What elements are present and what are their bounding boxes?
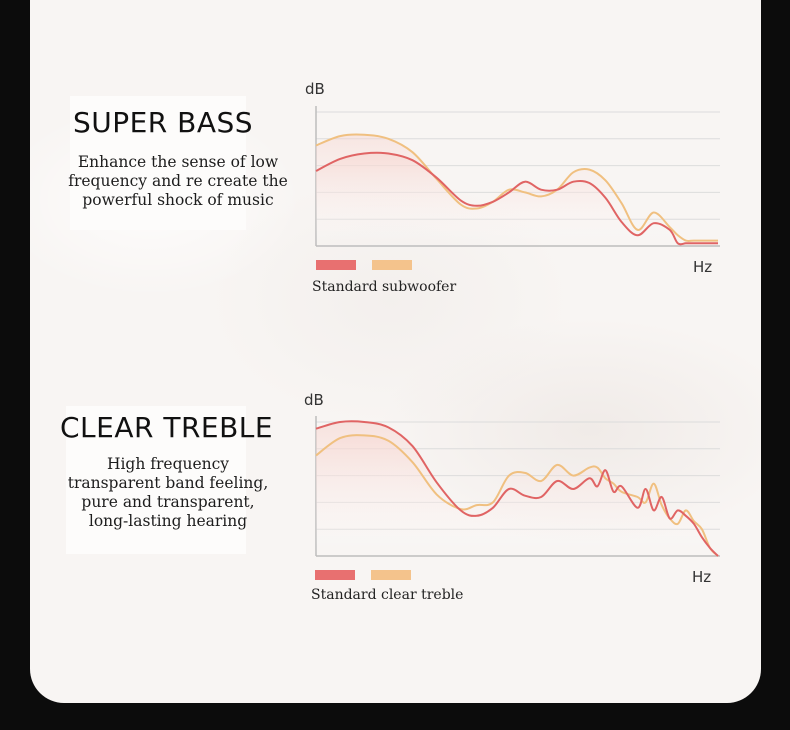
product-card: SUPER BASS Enhance the sense of low freq… <box>30 0 761 703</box>
bass-description: Enhance the sense of low frequency and r… <box>60 153 296 210</box>
treble-frequency-chart <box>315 416 720 557</box>
series-orange-line <box>315 434 719 557</box>
treble-description-line: transparent band feeling, <box>67 474 269 492</box>
treble-legend-caption: Standard clear treble <box>311 587 464 603</box>
bass-y-unit: dB <box>305 80 325 98</box>
legend-swatch-orange <box>371 570 411 580</box>
bass-section-title: SUPER BASS <box>72 106 254 139</box>
bass-frequency-chart <box>315 106 720 247</box>
series-red-line <box>315 151 718 246</box>
treble-y-unit: dB <box>304 391 324 409</box>
legend-swatch-red <box>316 260 356 270</box>
series-orange-line <box>315 133 718 242</box>
treble-description-line: pure and transparent, <box>81 493 255 511</box>
treble-description-line: long-lasting hearing <box>88 512 248 530</box>
series-red-line <box>315 420 719 557</box>
bass-description-line: Enhance the sense of low <box>77 153 279 171</box>
legend-swatch-orange <box>372 260 412 270</box>
bass-description-line: frequency and re create the <box>68 172 288 190</box>
treble-description: High frequency transparent band feeling,… <box>58 455 278 531</box>
bass-x-unit: Hz <box>693 258 713 276</box>
treble-text-panel <box>66 406 246 554</box>
treble-description-line: High frequency <box>106 455 230 473</box>
series-red-area <box>316 421 718 556</box>
legend-swatch-red <box>315 570 355 580</box>
bass-description-line: powerful shock of music <box>82 191 274 209</box>
series-red-area <box>316 152 718 246</box>
treble-x-unit: Hz <box>692 568 712 586</box>
bass-text-panel <box>70 96 246 230</box>
bass-legend-caption: Standard subwoofer <box>312 279 457 295</box>
treble-section-title: CLEAR TREBLE <box>60 411 274 444</box>
